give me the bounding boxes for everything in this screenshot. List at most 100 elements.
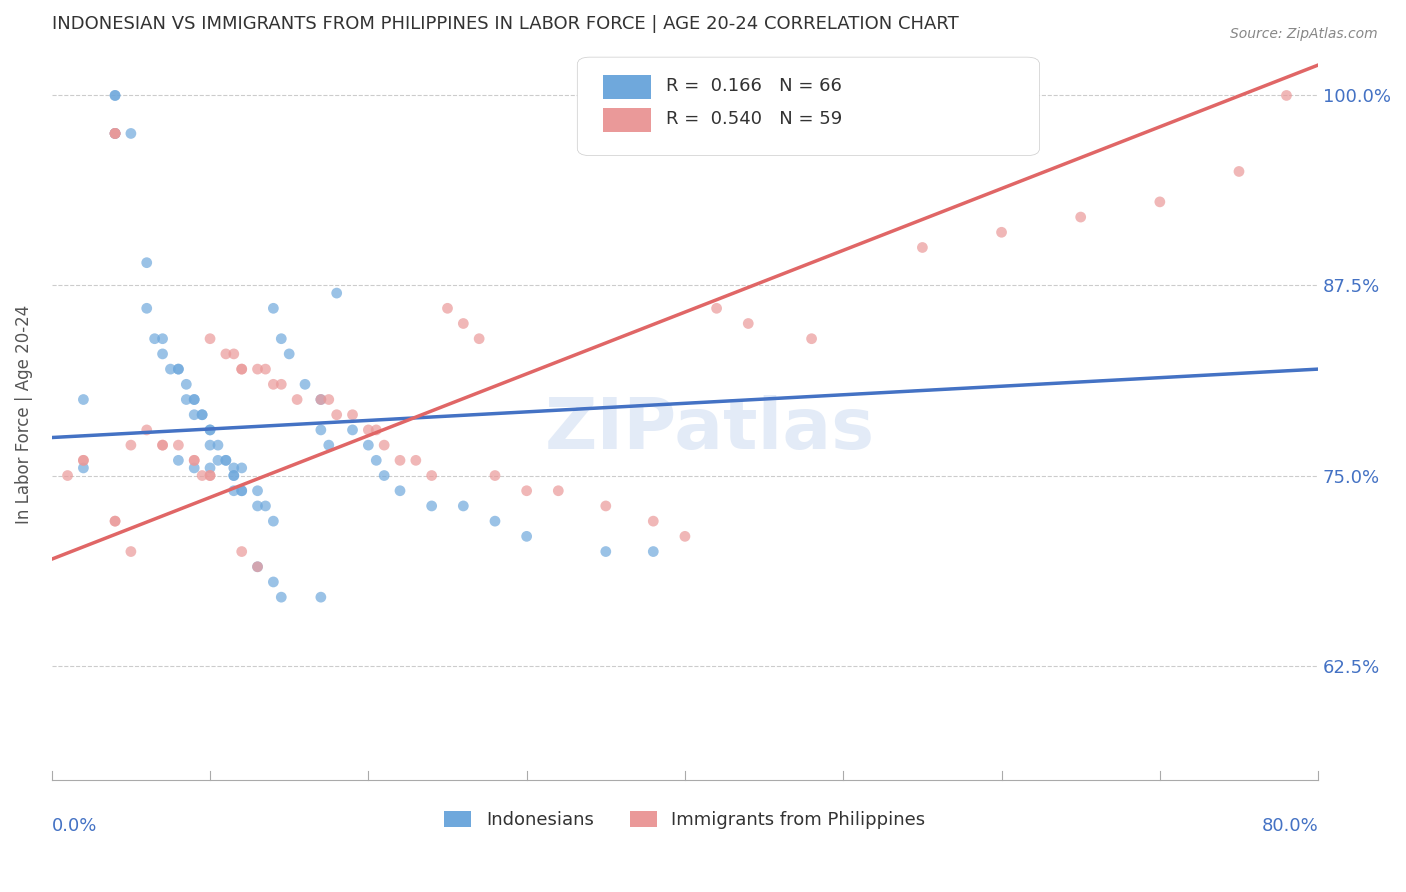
Point: [1275, 88, 1298, 103]
Point: [152, 438, 174, 452]
Point: [468, 332, 491, 346]
Point: [453, 317, 475, 331]
Point: [152, 347, 174, 361]
Point: [246, 483, 269, 498]
Point: [159, 362, 181, 376]
Point: [215, 453, 238, 467]
Point: [135, 423, 157, 437]
Point: [231, 483, 253, 498]
Y-axis label: In Labor Force | Age 20-24: In Labor Force | Age 20-24: [15, 305, 32, 524]
Point: [318, 392, 340, 407]
Point: [342, 423, 364, 437]
Point: [357, 423, 380, 437]
Point: [1227, 164, 1250, 178]
Point: [484, 468, 506, 483]
Point: [420, 468, 443, 483]
Point: [120, 438, 142, 452]
Point: [183, 392, 205, 407]
Point: [104, 127, 127, 141]
Point: [262, 574, 284, 589]
Point: [436, 301, 458, 316]
Point: [56, 468, 79, 483]
Point: [309, 590, 332, 604]
Point: [231, 483, 253, 498]
Point: [198, 468, 221, 483]
FancyBboxPatch shape: [578, 57, 1039, 155]
Point: [405, 453, 427, 467]
Point: [104, 514, 127, 528]
Point: [183, 461, 205, 475]
Point: [167, 453, 190, 467]
Point: [246, 499, 269, 513]
Point: [120, 544, 142, 558]
Point: [547, 483, 569, 498]
Point: [366, 423, 388, 437]
Point: [183, 453, 205, 467]
Point: [176, 377, 198, 392]
Point: [152, 438, 174, 452]
Point: [516, 529, 538, 543]
Point: [176, 392, 198, 407]
Point: [388, 453, 411, 467]
Point: [366, 453, 388, 467]
Point: [595, 544, 617, 558]
Point: [104, 88, 127, 103]
Point: [911, 240, 934, 254]
Point: [453, 499, 475, 513]
Point: [737, 317, 759, 331]
Point: [643, 544, 665, 558]
Point: [325, 286, 347, 301]
Point: [643, 514, 665, 528]
Point: [325, 408, 347, 422]
Point: [484, 514, 506, 528]
Point: [222, 483, 245, 498]
Point: [135, 301, 157, 316]
Point: [262, 301, 284, 316]
Point: [231, 461, 253, 475]
Point: [231, 362, 253, 376]
Point: [309, 392, 332, 407]
Point: [231, 362, 253, 376]
Text: 0.0%: 0.0%: [52, 817, 97, 835]
Point: [104, 127, 127, 141]
Point: [270, 377, 292, 392]
Point: [72, 453, 94, 467]
Point: [135, 255, 157, 269]
Point: [104, 127, 127, 141]
Point: [72, 392, 94, 407]
Point: [198, 438, 221, 452]
Text: INDONESIAN VS IMMIGRANTS FROM PHILIPPINES IN LABOR FORCE | AGE 20-24 CORRELATION: INDONESIAN VS IMMIGRANTS FROM PHILIPPINE…: [52, 15, 959, 33]
Point: [183, 392, 205, 407]
Point: [254, 499, 277, 513]
Point: [262, 377, 284, 392]
Point: [222, 468, 245, 483]
Point: [270, 590, 292, 604]
Point: [167, 362, 190, 376]
Point: [167, 362, 190, 376]
Point: [191, 408, 214, 422]
Point: [222, 468, 245, 483]
Point: [420, 499, 443, 513]
Point: [72, 461, 94, 475]
Point: [318, 438, 340, 452]
Point: [278, 347, 301, 361]
Point: [215, 453, 238, 467]
Point: [342, 408, 364, 422]
Point: [207, 438, 229, 452]
Text: R =  0.166   N = 66: R = 0.166 N = 66: [666, 78, 842, 95]
Point: [183, 408, 205, 422]
Point: [104, 88, 127, 103]
Point: [373, 438, 395, 452]
Point: [72, 453, 94, 467]
Point: [198, 423, 221, 437]
Point: [706, 301, 728, 316]
Point: [309, 423, 332, 437]
Point: [198, 461, 221, 475]
Point: [207, 453, 229, 467]
Point: [595, 499, 617, 513]
Text: ZIPatlas: ZIPatlas: [546, 395, 876, 464]
Point: [198, 468, 221, 483]
Point: [516, 483, 538, 498]
Point: [143, 332, 166, 346]
Text: Source: ZipAtlas.com: Source: ZipAtlas.com: [1230, 27, 1378, 41]
